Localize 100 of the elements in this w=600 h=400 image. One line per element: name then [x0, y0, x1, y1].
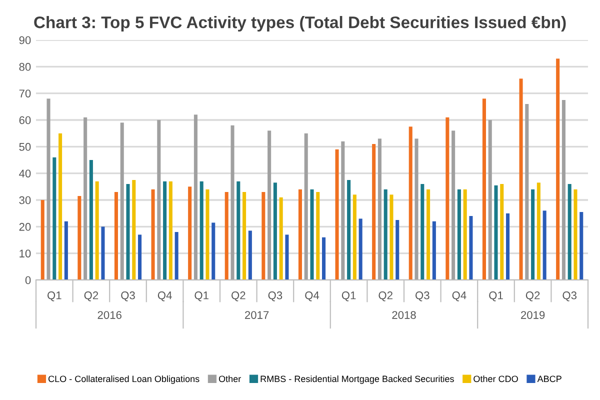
bar: [408, 126, 412, 280]
bar: [542, 210, 546, 280]
bar: [268, 130, 272, 280]
bar: [262, 192, 266, 280]
bar: [335, 149, 339, 280]
bar: [304, 133, 308, 280]
y-tick-label: 90: [19, 36, 31, 44]
x-tick-label: Q4: [452, 291, 466, 302]
bar: [556, 58, 560, 280]
bar: [310, 189, 314, 280]
bar: [414, 138, 418, 280]
bar: [457, 189, 461, 280]
bar: [174, 232, 178, 280]
bar: [194, 114, 198, 280]
x-tick-label: Q1: [48, 291, 62, 302]
x-tick-label: Q3: [562, 291, 577, 302]
x-tick-label: Q2: [232, 291, 246, 302]
bar: [358, 218, 362, 280]
bar: [519, 78, 523, 280]
bar: [163, 181, 167, 280]
text: 2018: [392, 311, 416, 319]
y-tick-label: 70: [19, 90, 31, 98]
bar: [224, 192, 228, 280]
bar: [84, 117, 88, 280]
legend-label: Other: [218, 375, 241, 382]
bar: [488, 120, 492, 280]
bar: [101, 226, 105, 280]
y-tick-label: 80: [19, 62, 31, 71]
bar: [46, 98, 50, 280]
text: 2016: [98, 311, 122, 319]
bar: [494, 185, 498, 280]
bar: [52, 157, 56, 280]
bar: [78, 196, 82, 280]
bar: [482, 98, 486, 280]
bar: [568, 184, 572, 280]
chart-title: Chart 3: Top 5 FVC Activity types (Total Debt Securities Issued €bn): [34, 16, 566, 32]
y-tick-label: 60: [19, 116, 31, 124]
bar: [420, 184, 424, 280]
bar: [525, 104, 529, 280]
legend-label: RMBS - Residential Mortgage Backed Securities: [260, 375, 454, 384]
y-tick-label: 30: [19, 196, 31, 204]
bar: [200, 181, 204, 280]
bar: [132, 180, 136, 280]
x-tick-label: Q1: [194, 291, 208, 302]
bar: [347, 180, 351, 280]
bar: [168, 181, 172, 280]
bar: [352, 194, 356, 280]
bar: [316, 192, 320, 280]
x-tick-label: Q1: [489, 291, 503, 302]
bar: [536, 182, 540, 280]
bar: [212, 222, 216, 280]
bar: [298, 189, 302, 280]
bar: [574, 189, 578, 280]
y-tick-label: 10: [20, 250, 31, 258]
x-tick-label: Q4: [305, 291, 320, 302]
text: 2017: [245, 311, 269, 319]
bar: [432, 221, 436, 280]
bar: [446, 117, 450, 280]
bar: [126, 184, 130, 280]
bar: [279, 197, 283, 280]
bar: [580, 212, 584, 280]
y-tick-label: 0: [25, 276, 31, 284]
x-tick-label: Q3: [268, 291, 282, 302]
y-tick-label: 40: [19, 170, 31, 178]
bar: [506, 213, 510, 280]
bar: [463, 189, 467, 280]
bar: [58, 133, 62, 280]
x-tick-label: Q2: [526, 291, 540, 302]
bar: [322, 237, 326, 280]
text: 2019: [521, 311, 545, 319]
bar: [157, 120, 161, 280]
bar: [230, 125, 234, 280]
bar: [206, 189, 210, 280]
bar: [469, 216, 473, 280]
bar: [341, 141, 345, 280]
bar: [378, 138, 382, 280]
bar: [89, 160, 93, 280]
bar: [138, 234, 142, 280]
bar: [64, 221, 68, 280]
bar: [426, 189, 430, 280]
x-tick-label: Q4: [158, 291, 172, 302]
bar: [500, 184, 504, 280]
legend-label: CLO - Collateralised Loan Obligations: [48, 375, 200, 384]
bar: [40, 200, 44, 280]
bar: [188, 186, 192, 280]
bar: [273, 182, 277, 280]
bar: [372, 144, 376, 280]
x-tick-label: Q2: [84, 291, 98, 302]
y-tick-label: 20: [19, 222, 31, 231]
bar: [531, 189, 535, 280]
legend-label: Other CDO: [474, 375, 518, 382]
legend-label: ABCP: [537, 376, 562, 382]
bar: [285, 234, 289, 280]
bar: [452, 130, 456, 280]
x-tick-label: Q2: [378, 291, 392, 302]
bar: [95, 181, 99, 280]
y-tick-label: 50: [19, 142, 31, 151]
bar: [151, 189, 155, 280]
bar: [396, 220, 400, 280]
x-tick-label: Q3: [416, 291, 430, 302]
